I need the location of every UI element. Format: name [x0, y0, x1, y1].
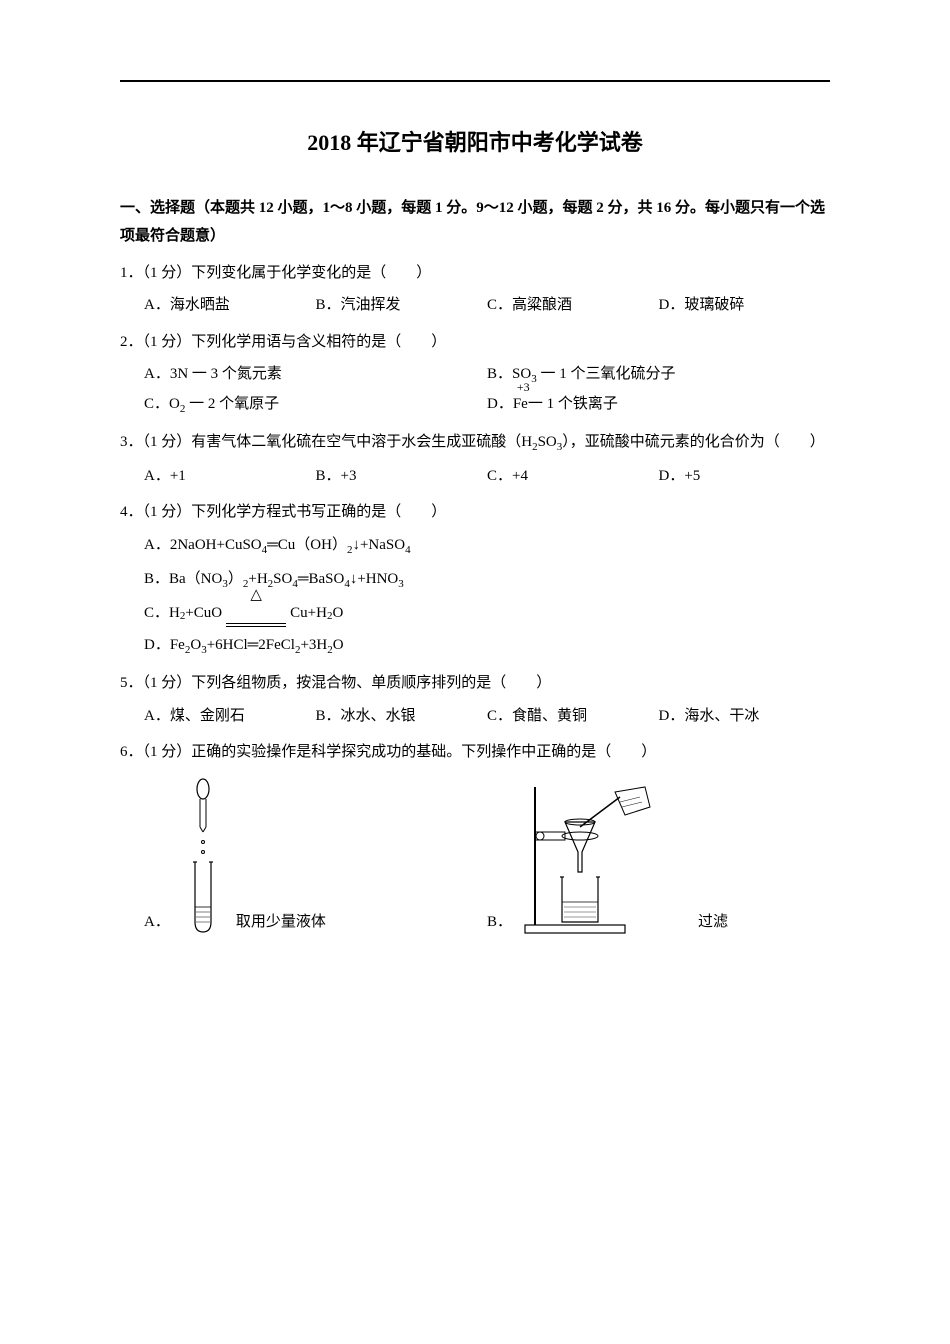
q6-stem: 6．（1 分）正确的实验操作是科学探究成功的基础。下列操作中正确的是（ ） [120, 738, 830, 767]
q6-img-b: B． [487, 777, 830, 937]
q2-c-pre: C．O [144, 396, 180, 412]
q2-b-post: 一 1 个三氧化硫分子 [537, 366, 676, 382]
q2-d-pre: D． [487, 396, 513, 412]
q2-opt-b: B．SO3 一 1 个三氧化硫分子 [487, 360, 830, 390]
question-3: 3．（1 分）有害气体二氧化硫在空气中溶于水会生成亚硫酸（H2SO3），亚硫酸中… [120, 428, 830, 490]
q5-stem: 5．（1 分）下列各组物质，按混合物、单质顺序排列的是（ ） [120, 669, 830, 698]
header-rule [120, 80, 830, 82]
question-1: 1．（1 分）下列变化属于化学变化的是（ ） A．海水晒盐 B．汽油挥发 C．高… [120, 259, 830, 320]
dropper-tube-icon [178, 777, 228, 937]
q2-d-post: 一 1 个铁离子 [528, 396, 618, 412]
q1-opt-b: B．汽油挥发 [316, 291, 488, 320]
q2-stem: 2．（1 分）下列化学用语与含义相符的是（ ） [120, 328, 830, 357]
fe-charge: +3 [517, 376, 530, 399]
delta-equals: △ [226, 623, 286, 627]
q3-pre: 3．（1 分）有害气体二氧化硫在空气中溶于水会生成亚硫酸（H [120, 434, 532, 450]
q5-opt-c: C．食醋、黄铜 [487, 702, 659, 731]
q6-b-label: B． [487, 908, 512, 937]
q2-opt-a: A．3N 一 3 个氮元素 [144, 360, 487, 390]
q6-a-caption: 取用少量液体 [236, 908, 326, 937]
q3-stem: 3．（1 分）有害气体二氧化硫在空气中溶于水会生成亚硫酸（H2SO3），亚硫酸中… [120, 428, 830, 458]
q5-options: A．煤、金刚石 B．冰水、水银 C．食醋、黄铜 D．海水、干冰 [120, 702, 830, 731]
q2-opt-c: C．O2 一 2 个氧原子 [144, 390, 487, 420]
q1-options: A．海水晒盐 B．汽油挥发 C．高粱酿酒 D．玻璃破碎 [120, 291, 830, 320]
q3-options: A．+1 B．+3 C．+4 D．+5 [120, 462, 830, 491]
q3-mid: SO [538, 434, 557, 450]
question-4: 4．（1 分）下列化学方程式书写正确的是（ ） A．2NaOH+CuSO4═Cu… [120, 498, 830, 661]
q6-a-label: A． [144, 908, 170, 937]
question-5: 5．（1 分）下列各组物质，按混合物、单质顺序排列的是（ ） A．煤、金刚石 B… [120, 669, 830, 730]
q1-opt-c: C．高粱酿酒 [487, 291, 659, 320]
fe-notation: +3Fe [513, 390, 528, 419]
q1-opt-a: A．海水晒盐 [144, 291, 316, 320]
section-header: 一、选择题（本题共 12 小题，1～8 小题，每题 1 分。9～12 小题，每题… [120, 194, 830, 251]
q3-opt-a: A．+1 [144, 462, 316, 491]
q1-stem: 1．（1 分）下列变化属于化学变化的是（ ） [120, 259, 830, 288]
question-2: 2．（1 分）下列化学用语与含义相符的是（ ） A．3N 一 3 个氮元素 B．… [120, 328, 830, 420]
q4-opt-d: D．Fe2O3+6HCl═2FeCl2+3H2O [144, 631, 830, 661]
q3-opt-b: B．+3 [316, 462, 488, 491]
q2-options-row1: A．3N 一 3 个氮元素 B．SO3 一 1 个三氧化硫分子 [120, 360, 830, 390]
q6-images: A． 取用少量液体 [120, 777, 830, 937]
q2-opt-d: D．+3Fe一 1 个铁离子 [487, 390, 830, 420]
exam-title: 2018 年辽宁省朝阳市中考化学试卷 [120, 122, 830, 164]
q2-c-post: 一 2 个氧原子 [185, 396, 279, 412]
q5-opt-a: A．煤、金刚石 [144, 702, 316, 731]
q5-opt-d: D．海水、干冰 [659, 702, 831, 731]
q4-stem: 4．（1 分）下列化学方程式书写正确的是（ ） [120, 498, 830, 527]
q1-opt-d: D．玻璃破碎 [659, 291, 831, 320]
q3-opt-c: C．+4 [487, 462, 659, 491]
q2-options-row2: C．O2 一 2 个氧原子 D．+3Fe一 1 个铁离子 [120, 390, 830, 420]
q6-b-caption: 过滤 [698, 908, 728, 937]
q3-post: ），亚硫酸中硫元素的化合价为（ ） [562, 434, 825, 450]
filtration-icon [520, 777, 690, 937]
q4-opt-c: C．H2+CuO △ Cu+H2O [144, 599, 830, 628]
q6-img-a: A． 取用少量液体 [144, 777, 487, 937]
q4-opt-a: A．2NaOH+CuSO4═Cu（OH）2↓+NaSO4 [144, 531, 830, 561]
question-6: 6．（1 分）正确的实验操作是科学探究成功的基础。下列操作中正确的是（ ） A． [120, 738, 830, 937]
q5-opt-b: B．冰水、水银 [316, 702, 488, 731]
q4-options: A．2NaOH+CuSO4═Cu（OH）2↓+NaSO4 B．Ba（NO3）2+… [120, 531, 830, 661]
q3-opt-d: D．+5 [659, 462, 831, 491]
